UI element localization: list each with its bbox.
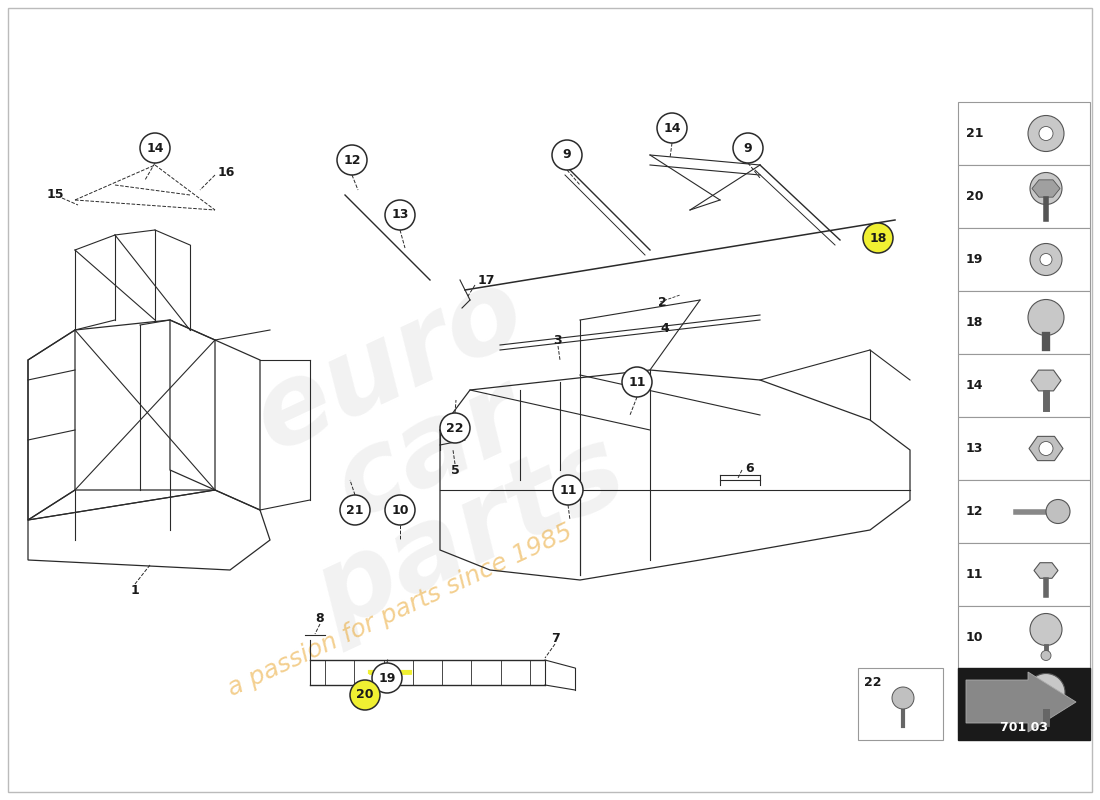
Text: 11: 11 — [628, 375, 646, 389]
Text: euro
car
parts: euro car parts — [219, 246, 641, 654]
Circle shape — [864, 223, 893, 253]
Text: 10: 10 — [966, 631, 983, 644]
Text: 7: 7 — [551, 631, 560, 645]
Text: 2: 2 — [658, 295, 667, 309]
Text: 20: 20 — [356, 689, 374, 702]
Text: 3: 3 — [553, 334, 562, 346]
Circle shape — [385, 200, 415, 230]
Text: 15: 15 — [46, 189, 64, 202]
Circle shape — [1040, 442, 1053, 455]
Text: 4: 4 — [661, 322, 670, 334]
Text: 19: 19 — [378, 671, 396, 685]
Text: 16: 16 — [218, 166, 235, 179]
Circle shape — [1030, 614, 1062, 646]
Text: 13: 13 — [966, 442, 983, 455]
Text: 14: 14 — [663, 122, 681, 134]
FancyBboxPatch shape — [958, 165, 1090, 228]
FancyBboxPatch shape — [858, 668, 943, 740]
Text: 19: 19 — [966, 253, 983, 266]
Circle shape — [621, 367, 652, 397]
Text: 14: 14 — [966, 379, 983, 392]
Circle shape — [372, 663, 402, 693]
FancyBboxPatch shape — [958, 102, 1090, 165]
Polygon shape — [1028, 436, 1063, 461]
Circle shape — [140, 133, 170, 163]
FancyBboxPatch shape — [958, 228, 1090, 291]
Text: 21: 21 — [346, 503, 364, 517]
Text: 14: 14 — [146, 142, 164, 154]
Text: 9: 9 — [744, 142, 752, 154]
FancyBboxPatch shape — [958, 417, 1090, 480]
Text: 11: 11 — [966, 568, 983, 581]
Circle shape — [657, 113, 688, 143]
Text: 9: 9 — [563, 149, 571, 162]
Text: 20: 20 — [966, 190, 983, 203]
Circle shape — [1040, 254, 1052, 266]
Text: 5: 5 — [451, 463, 460, 477]
Text: 17: 17 — [478, 274, 495, 286]
Circle shape — [1028, 115, 1064, 151]
Circle shape — [1028, 299, 1064, 335]
Circle shape — [553, 475, 583, 505]
Circle shape — [733, 133, 763, 163]
Text: 12: 12 — [966, 505, 983, 518]
Polygon shape — [1031, 370, 1062, 391]
FancyBboxPatch shape — [958, 354, 1090, 417]
Circle shape — [1030, 243, 1062, 275]
FancyBboxPatch shape — [958, 668, 1090, 740]
Circle shape — [337, 145, 367, 175]
Circle shape — [1030, 173, 1062, 205]
FancyBboxPatch shape — [958, 480, 1090, 543]
Circle shape — [385, 495, 415, 525]
Text: a passion for parts since 1985: a passion for parts since 1985 — [223, 519, 576, 701]
FancyBboxPatch shape — [958, 606, 1090, 669]
Text: 10: 10 — [392, 503, 409, 517]
Circle shape — [350, 680, 380, 710]
Text: 11: 11 — [559, 483, 576, 497]
Circle shape — [440, 413, 470, 443]
Text: 18: 18 — [869, 231, 887, 245]
Polygon shape — [1032, 180, 1060, 197]
Circle shape — [1046, 499, 1070, 523]
Polygon shape — [1034, 562, 1058, 578]
Circle shape — [892, 687, 914, 709]
Text: 21: 21 — [966, 127, 983, 140]
Text: 22: 22 — [864, 676, 881, 689]
Text: 1: 1 — [131, 583, 140, 597]
Circle shape — [1040, 126, 1053, 141]
FancyBboxPatch shape — [958, 669, 1090, 732]
FancyBboxPatch shape — [958, 543, 1090, 606]
Text: 13: 13 — [392, 209, 409, 222]
Text: 8: 8 — [316, 611, 324, 625]
Text: 22: 22 — [447, 422, 464, 434]
Polygon shape — [966, 672, 1076, 732]
Text: 18: 18 — [966, 316, 983, 329]
Text: 12: 12 — [343, 154, 361, 166]
Circle shape — [552, 140, 582, 170]
FancyBboxPatch shape — [958, 291, 1090, 354]
Circle shape — [1027, 674, 1065, 711]
Circle shape — [1041, 650, 1050, 661]
Text: 9: 9 — [966, 694, 975, 707]
Text: 701 03: 701 03 — [1000, 721, 1048, 734]
Circle shape — [340, 495, 370, 525]
Text: 6: 6 — [745, 462, 754, 474]
